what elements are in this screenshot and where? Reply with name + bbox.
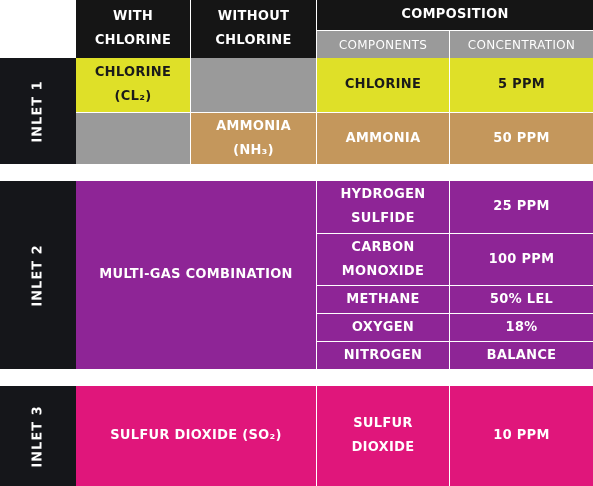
inlet-2-concentration-hydrogen-sulfide: 25 PPM <box>449 181 593 233</box>
inlet-3-label-text: INLET 3 <box>30 404 46 468</box>
inlet-1-component-ammonia: AMMONIA <box>316 112 449 164</box>
inlet-2-concentration-carbon-monoxide: 100 PPM <box>449 233 593 285</box>
inlet-3-component-sulfur-dioxide: SULFUR DIOXIDE <box>316 386 449 486</box>
inlet-2-label-text: INLET 2 <box>30 243 46 307</box>
inlet-2-concentration-oxygen: 18% <box>449 313 593 341</box>
inlet-2-component-hydrogen-sulfide: HYDROGEN SULFIDE <box>316 181 449 233</box>
inlet-1-chlorine-without-empty <box>190 58 316 112</box>
inlet-1-concentration-chlorine: 5 PPM <box>449 58 593 112</box>
header-composition: COMPOSITION <box>316 0 593 30</box>
inlet-2-component-nitrogen: NITROGEN <box>316 341 449 369</box>
inlet-1-chlorine-with: CHLORINE (CL₂) <box>76 58 190 112</box>
inlet-2-component-methane: METHANE <box>316 285 449 313</box>
inlet-2-concentration-methane: 50% LEL <box>449 285 593 313</box>
header-without-chlorine: WITHOUT CHLORINE <box>190 0 316 58</box>
inlet-1-label: INLET 1 <box>0 58 76 164</box>
inlet-1-ammonia-with-empty <box>76 112 190 164</box>
inlet-1-concentration-ammonia: 50 PPM <box>449 112 593 164</box>
inlet-3-sulfur-dioxide-combination: SULFUR DIOXIDE (SO₂) <box>76 386 316 486</box>
inlet-2-component-oxygen: OXYGEN <box>316 313 449 341</box>
inlet-1-label-text: INLET 1 <box>30 79 46 143</box>
inlet-2-multi-gas-combination: MULTI-GAS COMBINATION <box>76 181 316 369</box>
inlet-3-concentration-sulfur-dioxide: 10 PPM <box>449 386 593 486</box>
inlet-2-label: INLET 2 <box>0 181 76 369</box>
header-concentration: CONCENTRATION <box>449 30 593 58</box>
inlet-2-component-carbon-monoxide: CARBON MONOXIDE <box>316 233 449 285</box>
inlet-1-component-chlorine: CHLORINE <box>316 58 449 112</box>
header-components: COMPONENTS <box>316 30 449 58</box>
header-with-chlorine: WITH CHLORINE <box>76 0 190 58</box>
inlet-1-ammonia-without: AMMONIA (NH₃) <box>190 112 316 164</box>
inlet-2-concentration-nitrogen: BALANCE <box>449 341 593 369</box>
inlet-3-label: INLET 3 <box>0 386 76 486</box>
